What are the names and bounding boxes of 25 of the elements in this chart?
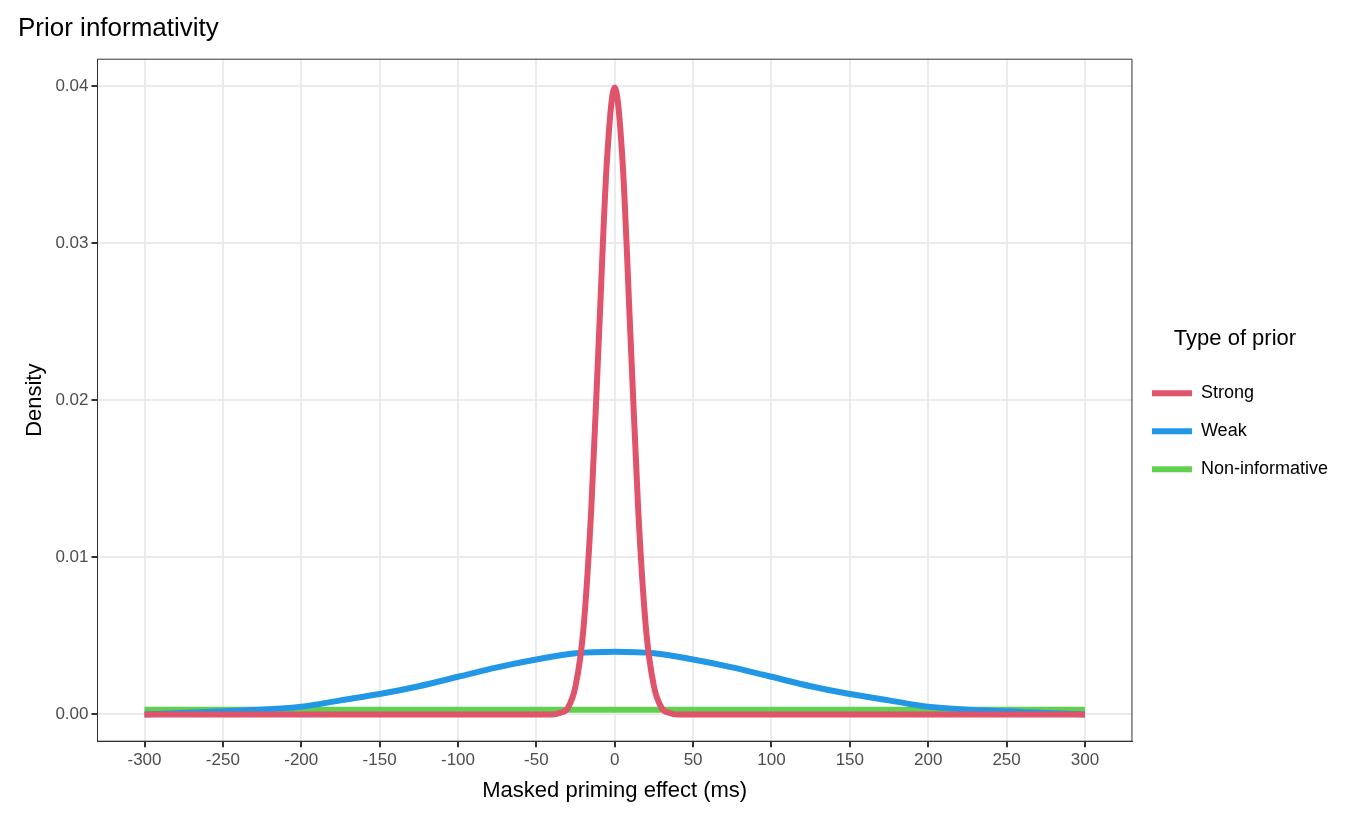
y-axis-title: Density: [21, 363, 47, 437]
y-tick-label: 0.01: [55, 547, 89, 567]
legend-label: Strong: [1200, 382, 1254, 403]
x-tick-label: -150: [362, 750, 397, 770]
x-tick-label: -300: [127, 750, 162, 770]
x-tick-label: 300: [1070, 750, 1100, 770]
chart-title: Prior informativity: [18, 11, 219, 42]
y-tick-label: 0.00: [55, 704, 89, 724]
legend-title: Type of prior: [1173, 324, 1297, 350]
x-tick-label: 0: [609, 750, 620, 770]
x-tick-label: 200: [914, 750, 943, 770]
x-tick-label: 100: [757, 750, 786, 770]
legend-label: Non-informative: [1200, 458, 1328, 479]
x-tick-label: 50: [683, 750, 703, 770]
x-tick-label: -250: [205, 750, 240, 770]
x-tick-label: -50: [524, 750, 549, 770]
x-tick-label: 250: [992, 750, 1021, 770]
y-tick-label: 0.04: [55, 75, 89, 95]
x-tick-label: -100: [440, 750, 475, 770]
y-tick-label: 0.03: [55, 232, 89, 252]
x-axis-title: Masked priming effect (ms): [482, 776, 748, 802]
x-tick-label: -200: [284, 750, 319, 770]
legend-label: Weak: [1200, 420, 1248, 441]
y-tick-label: 0.02: [55, 389, 89, 409]
x-tick-label: 150: [835, 750, 865, 770]
